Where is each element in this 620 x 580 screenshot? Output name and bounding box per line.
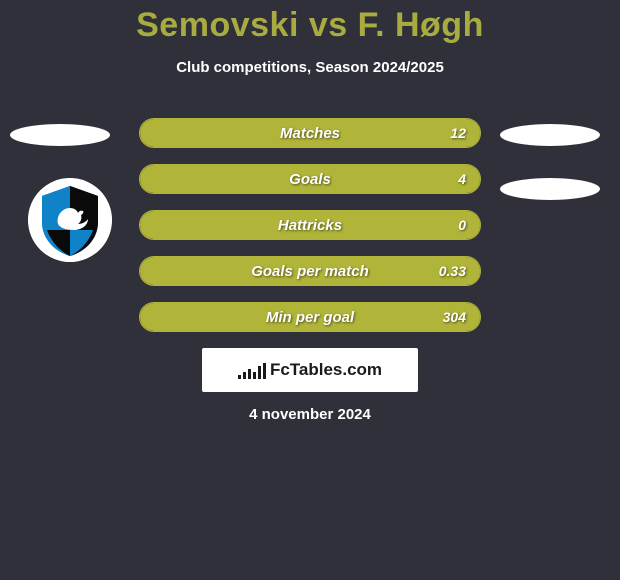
stat-row: Min per goal304 [139, 302, 481, 332]
stat-row: Goals per match0.33 [139, 256, 481, 286]
brand-badge[interactable]: FcTables.com [202, 348, 418, 392]
bar-icon [258, 366, 261, 379]
player-photo-placeholder-left [10, 124, 110, 146]
bar-icon [243, 372, 246, 379]
club-badge [28, 178, 112, 262]
stat-area: Matches12 Goals4 Hattricks0 Goals per match… [0, 118, 620, 332]
stat-row: Goals4 [139, 164, 481, 194]
bar-icon [248, 369, 251, 379]
stat-label: Goals [140, 165, 480, 193]
chart-icon [238, 361, 266, 379]
stat-rows: Matches12 Goals4 Hattricks0 Goals per match… [139, 118, 481, 332]
comparison-card: Semovski vs F. Høgh Club competitions, S… [0, 0, 620, 423]
stat-value: 0 [458, 211, 466, 239]
player-photo-placeholder-right-1 [500, 124, 600, 146]
stat-value: 304 [443, 303, 466, 331]
shield-icon [28, 178, 112, 262]
stat-row: Matches12 [139, 118, 481, 148]
bar-icon [253, 372, 256, 379]
stat-value: 0.33 [439, 257, 466, 285]
page-subtitle: Club competitions, Season 2024/2025 [0, 59, 620, 76]
stat-label: Goals per match [140, 257, 480, 285]
stat-label: Matches [140, 119, 480, 147]
stat-value: 4 [458, 165, 466, 193]
page-title: Semovski vs F. Høgh [0, 6, 620, 45]
brand-text: FcTables.com [270, 360, 382, 380]
bar-icon [238, 375, 241, 379]
bar-icon [263, 363, 266, 379]
stat-value: 12 [450, 119, 466, 147]
stat-label: Hattricks [140, 211, 480, 239]
stat-row: Hattricks0 [139, 210, 481, 240]
stat-label: Min per goal [140, 303, 480, 331]
player-photo-placeholder-right-2 [500, 178, 600, 200]
snapshot-date: 4 november 2024 [0, 406, 620, 423]
